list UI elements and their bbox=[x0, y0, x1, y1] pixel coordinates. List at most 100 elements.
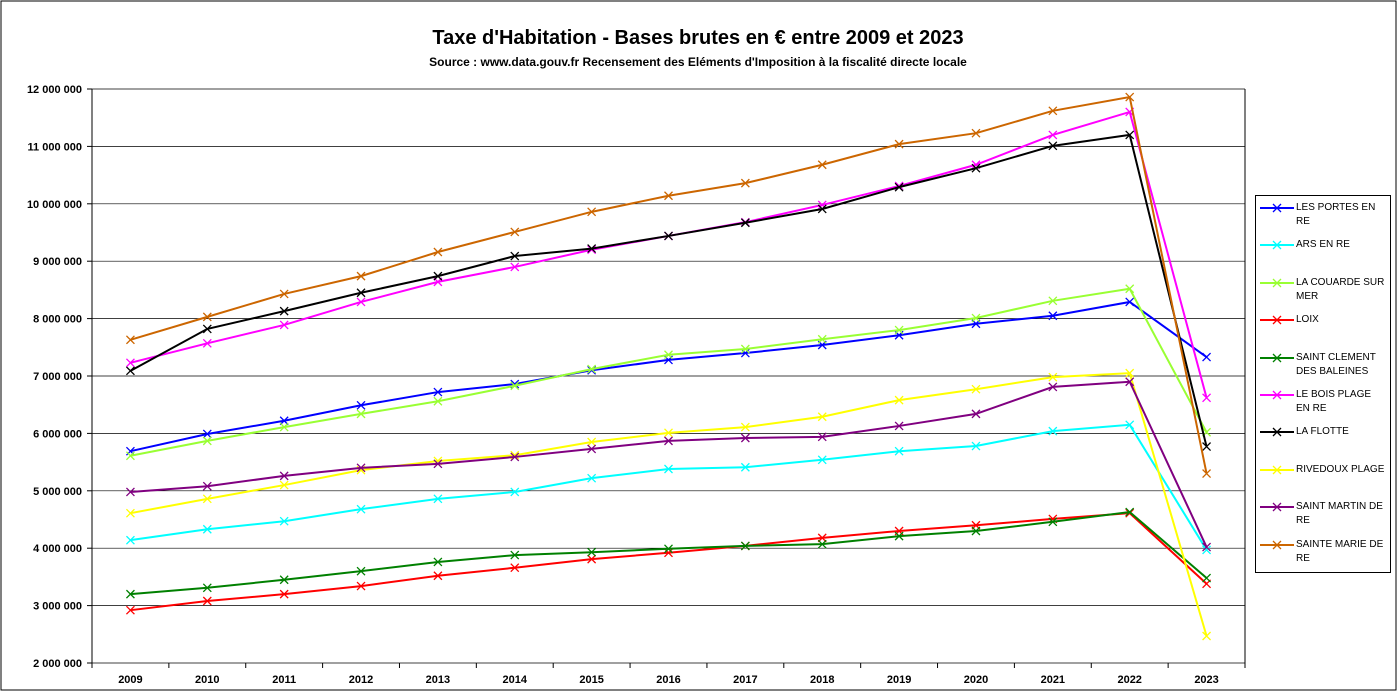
marker bbox=[279, 422, 289, 432]
marker bbox=[356, 400, 366, 410]
series bbox=[125, 368, 1212, 641]
x-tick-label: 2020 bbox=[964, 674, 988, 686]
legend-item: RIVEDOUX PLAGE bbox=[1256, 462, 1390, 499]
marker bbox=[433, 396, 443, 406]
marker bbox=[740, 422, 750, 432]
x-tick-label: 2018 bbox=[810, 674, 834, 686]
marker bbox=[740, 344, 750, 354]
series bbox=[125, 420, 1212, 555]
marker bbox=[587, 364, 597, 374]
marker bbox=[894, 446, 904, 456]
marker bbox=[1048, 372, 1058, 382]
legend-item: ARS EN RE bbox=[1256, 237, 1390, 274]
marker bbox=[433, 494, 443, 504]
x-tick-label: 2019 bbox=[887, 674, 911, 686]
marker bbox=[1048, 426, 1058, 436]
legend-item: SAINT CLEMENT DES BALEINES bbox=[1256, 350, 1390, 387]
y-tick-label: 9 000 000 bbox=[33, 256, 82, 268]
legend-item: SAINTE MARIE DE RE bbox=[1256, 537, 1390, 574]
marker bbox=[202, 436, 212, 446]
x-tick-label: 2013 bbox=[426, 674, 450, 686]
marker bbox=[125, 487, 135, 497]
marker bbox=[971, 313, 981, 323]
x-tick-label: 2011 bbox=[272, 674, 296, 686]
marker bbox=[433, 557, 443, 567]
marker bbox=[1125, 284, 1135, 294]
legend-label: LOIX bbox=[1296, 314, 1319, 326]
marker bbox=[894, 139, 904, 149]
legend-item: LA FLOTTE bbox=[1256, 424, 1390, 461]
marker bbox=[664, 436, 673, 446]
legend-item: LA COUARDE SUR MER bbox=[1256, 275, 1390, 312]
marker bbox=[433, 247, 443, 257]
marker bbox=[1202, 393, 1212, 403]
marker bbox=[971, 441, 981, 451]
series bbox=[125, 130, 1212, 452]
marker bbox=[1125, 377, 1135, 387]
marker bbox=[664, 544, 673, 554]
marker bbox=[356, 409, 366, 419]
marker bbox=[664, 464, 673, 474]
marker bbox=[817, 455, 827, 465]
marker bbox=[1202, 545, 1212, 555]
x-tick-label: 2021 bbox=[1041, 674, 1065, 686]
marker bbox=[356, 566, 366, 576]
marker bbox=[279, 480, 289, 490]
marker bbox=[356, 463, 366, 473]
legend-label: SAINT CLEMENT DES BALEINES bbox=[1296, 351, 1376, 377]
legend-swatch bbox=[1260, 353, 1294, 363]
marker bbox=[971, 384, 981, 394]
marker bbox=[894, 421, 904, 431]
marker bbox=[1202, 542, 1212, 552]
marker bbox=[587, 473, 597, 483]
marker bbox=[971, 128, 981, 138]
legend-label: SAINT MARTIN DE RE bbox=[1296, 501, 1383, 527]
x-tick-label: 2023 bbox=[1194, 674, 1218, 686]
marker bbox=[125, 589, 135, 599]
marker bbox=[664, 350, 673, 360]
marker bbox=[433, 571, 443, 581]
chart-subtitle: Source : www.data.gouv.fr Recensement de… bbox=[429, 55, 967, 69]
x-tick-label: 2012 bbox=[349, 674, 373, 686]
marker bbox=[740, 178, 750, 188]
marker bbox=[1202, 442, 1212, 452]
series bbox=[125, 377, 1212, 552]
legend-label: LA COUARDE SUR MER bbox=[1296, 276, 1385, 302]
marker bbox=[971, 526, 981, 536]
marker bbox=[817, 334, 827, 344]
legend-item: LOIX bbox=[1256, 312, 1390, 349]
marker bbox=[740, 348, 750, 358]
marker bbox=[740, 462, 750, 472]
legend-label: LA FLOTTE bbox=[1296, 426, 1349, 438]
marker bbox=[202, 338, 212, 348]
marker bbox=[510, 550, 520, 560]
marker bbox=[1048, 106, 1058, 116]
marker bbox=[1048, 296, 1058, 306]
legend-label: LE BOIS PLAGE EN RE bbox=[1296, 388, 1372, 414]
marker bbox=[740, 218, 750, 228]
x-tick-label: 2022 bbox=[1117, 674, 1141, 686]
marker bbox=[125, 508, 135, 518]
marker bbox=[510, 487, 520, 497]
marker bbox=[1125, 507, 1135, 517]
legend-label: ARS EN RE bbox=[1296, 239, 1350, 251]
x-tick-label: 2014 bbox=[503, 674, 528, 686]
legend-swatch bbox=[1260, 203, 1294, 213]
legend-swatch bbox=[1260, 540, 1294, 549]
y-tick-label: 4 000 000 bbox=[33, 543, 82, 555]
marker bbox=[1202, 469, 1212, 479]
marker bbox=[356, 504, 366, 514]
series bbox=[125, 284, 1212, 461]
marker bbox=[587, 437, 597, 447]
marker bbox=[817, 539, 827, 549]
marker bbox=[125, 366, 135, 376]
marker bbox=[664, 428, 673, 438]
marker bbox=[664, 191, 673, 201]
series bbox=[125, 507, 1212, 599]
chart-title: Taxe d'Habitation - Bases brutes en € en… bbox=[432, 27, 963, 49]
marker bbox=[125, 358, 135, 368]
y-tick-label: 7 000 000 bbox=[33, 371, 82, 383]
marker bbox=[202, 596, 212, 606]
marker bbox=[1048, 517, 1058, 527]
